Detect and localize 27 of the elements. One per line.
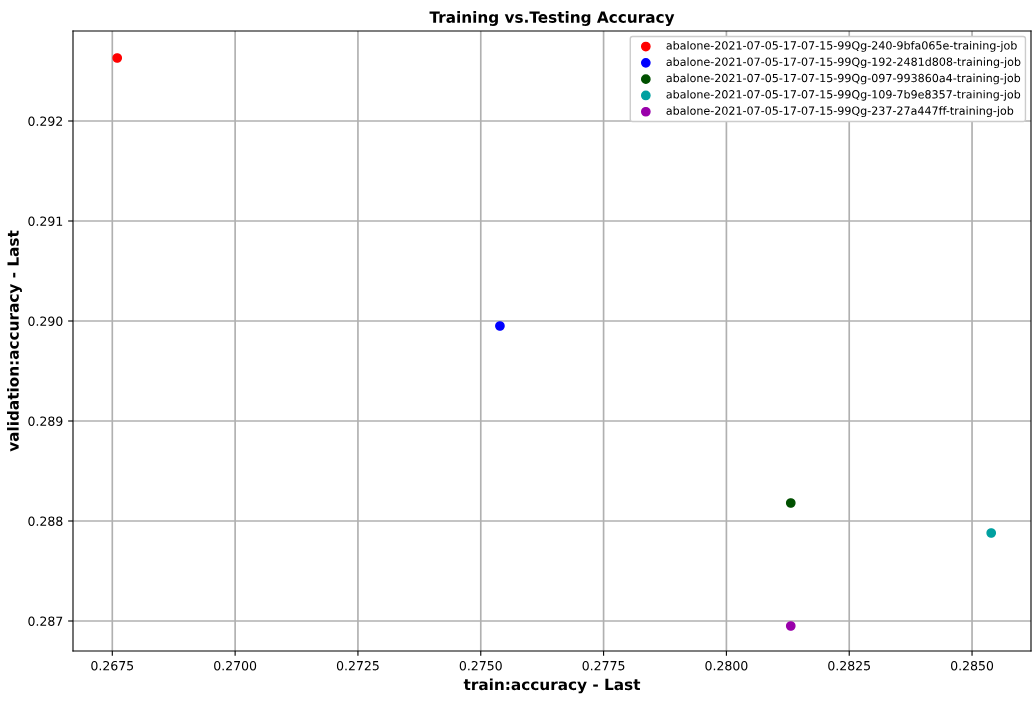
x-tick-label: 0.2775: [582, 660, 625, 671]
y-tick-label: 0.291: [28, 216, 63, 226]
legend-label: abalone-2021-07-05-17-07-15-99Qg-109-7b9e8357-training-job: [666, 89, 1021, 101]
point: [785, 621, 796, 631]
legend-label: abalone-2021-07-05-17-07-15-99Qg-237-27a447ff-training-job: [666, 106, 1014, 117]
y-tick-label: 0.289: [28, 416, 63, 426]
y-axis-title: validation:accuracy - Last: [7, 230, 22, 452]
y-tick-label: 0.292: [28, 116, 63, 126]
y-tick-label: 0.288: [28, 516, 63, 526]
x-tick-label: 0.2675: [91, 660, 134, 671]
legend-label: abalone-2021-07-05-17-07-15-99Qg-097-993860a4-training-job: [666, 73, 1021, 85]
legend-label: abalone-2021-07-05-17-07-15-99Qg-240-9bfa065e-training-job: [666, 41, 1017, 52]
chart-title: Training vs.Testing Accuracy: [429, 11, 675, 26]
point: [112, 53, 123, 63]
y-tick-label: 0.290: [28, 316, 63, 326]
x-tick-label: 0.2750: [459, 660, 502, 671]
point: [495, 321, 505, 331]
x-tick-label: 0.2725: [336, 660, 379, 671]
point: [986, 528, 997, 538]
legend-label: abalone-2021-07-05-17-07-15-99Qg-192-2481d808-training-job: [666, 57, 1021, 69]
x-tick-label: 0.2825: [828, 660, 870, 671]
x-axis-title: train:accuracy - Last: [463, 678, 641, 694]
x-tick-label: 0.2700: [214, 660, 257, 671]
point: [785, 498, 796, 508]
x-tick-label: 0.2850: [951, 660, 994, 671]
x-tick-label: 0.2800: [705, 660, 748, 671]
y-tick-label: 0.287: [28, 616, 63, 626]
